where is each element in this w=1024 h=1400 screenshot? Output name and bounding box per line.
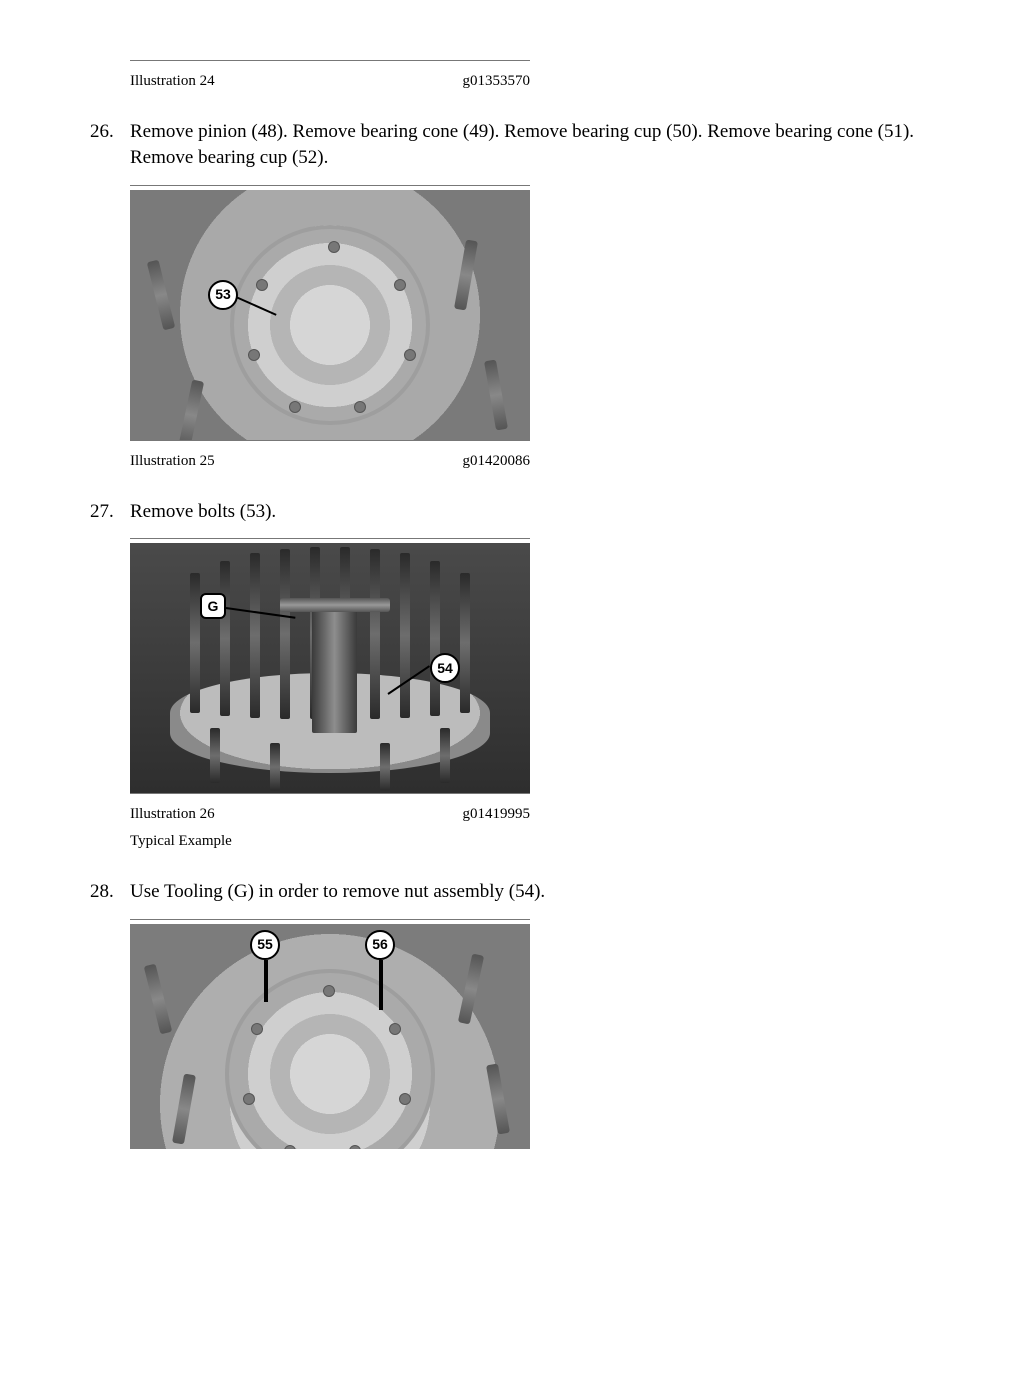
illustration-24-caption: Illustration 24 g01353570 [130,60,530,91]
step-26: 26. Remove pinion (48). Remove bearing c… [90,119,934,170]
callout-56: 56 [365,930,395,960]
illustration-26-figure: G 54 [130,538,530,793]
illustration-code: g01419995 [463,804,531,824]
illustration-label: Illustration 26 [130,804,215,824]
illustration-25-image: 53 [130,190,530,440]
callout-53: 53 [208,280,238,310]
illustration-code: g01420086 [463,451,531,471]
illustration-25-caption: Illustration 25 g01420086 [130,440,530,471]
illustration-26-caption: Illustration 26 g01419995 Typical Exampl… [130,793,530,851]
illustration-code: g01353570 [463,71,531,91]
illustration-25-figure: 53 [130,185,530,440]
step-number: 26. [90,119,130,170]
step-27: 27. Remove bolts (53). [90,499,934,525]
step-number: 27. [90,499,130,525]
illustration-label: Illustration 25 [130,451,215,471]
step-text: Use Tooling (G) in order to remove nut a… [130,879,934,905]
step-text: Remove bolts (53). [130,499,934,525]
illustration-27-image: 55 56 [130,924,530,1149]
callout-55: 55 [250,930,280,960]
callout-54: 54 [430,653,460,683]
illustration-27-figure: 55 56 [130,919,530,1149]
callout-G: G [200,593,226,619]
step-28: 28. Use Tooling (G) in order to remove n… [90,879,934,905]
illustration-label: Illustration 24 [130,71,215,91]
step-number: 28. [90,879,130,905]
illustration-26-image: G 54 [130,543,530,793]
step-text: Remove pinion (48). Remove bearing cone … [130,119,934,170]
illustration-subtext: Typical Example [130,831,530,851]
